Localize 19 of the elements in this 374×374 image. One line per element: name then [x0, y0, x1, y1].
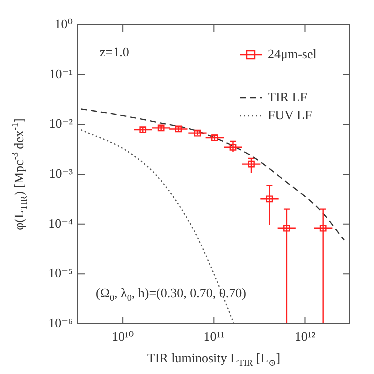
y-tick-label: 10⁻⁵	[48, 266, 73, 281]
point	[284, 224, 290, 232]
annotation: z=1.0	[100, 44, 130, 60]
point	[266, 196, 274, 203]
y-tick-label: 10⁰	[54, 16, 73, 32]
point	[230, 144, 237, 151]
legend-label: FUV LF	[268, 107, 312, 122]
legend-label: 24μm-sel	[268, 46, 318, 62]
x-tick-label: 10¹⁰	[112, 329, 134, 344]
y-tick-label: 10⁻⁶	[48, 315, 73, 330]
point	[248, 160, 255, 168]
y-tick-label: 10⁻³	[49, 166, 74, 181]
x-tick-label: 10¹²	[294, 329, 316, 344]
y-axis-title: φ(LTIR) [Mpc-3 dex-1]	[10, 118, 29, 230]
legend-label: TIR LF	[268, 89, 308, 104]
y-tick-label: 10⁻¹	[49, 66, 74, 82]
x-tick-label: 10¹¹	[204, 329, 225, 344]
y-tick-label: 10⁻²	[49, 116, 74, 132]
y-tick-label: 10⁻⁴	[48, 216, 74, 231]
